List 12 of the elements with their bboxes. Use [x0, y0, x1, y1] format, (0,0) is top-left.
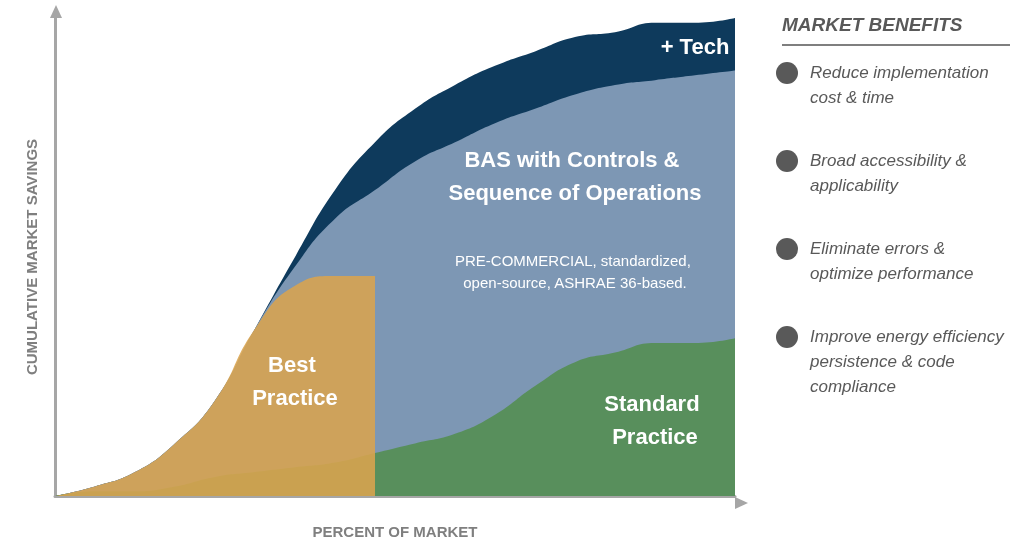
text: Broad accessibility & applicability: [810, 151, 967, 195]
annotation: PRE-COMMERCIAL, standardized, open-source, ASHRAE 36-based.: [454, 251, 696, 291]
series-label: + Tech: [660, 34, 730, 60]
series-label: Best Practice: [252, 352, 338, 411]
text: Reduce implementation cost & time: [810, 63, 989, 107]
text: Improve energy efficiency persistence & code compliance: [810, 327, 1004, 396]
x-axis-title: PERCENT OF MARKET: [312, 523, 478, 540]
text: Eliminate errors & optimize performance: [810, 239, 974, 283]
series-label: Standard Practice: [604, 390, 706, 449]
series-label: BAS with Controls & Sequence of Operations: [448, 146, 702, 205]
text: MARKET BENEFITS: [782, 14, 1010, 46]
y-axis-title: CUMULATIVE MARKET SAVINGS: [23, 138, 40, 376]
